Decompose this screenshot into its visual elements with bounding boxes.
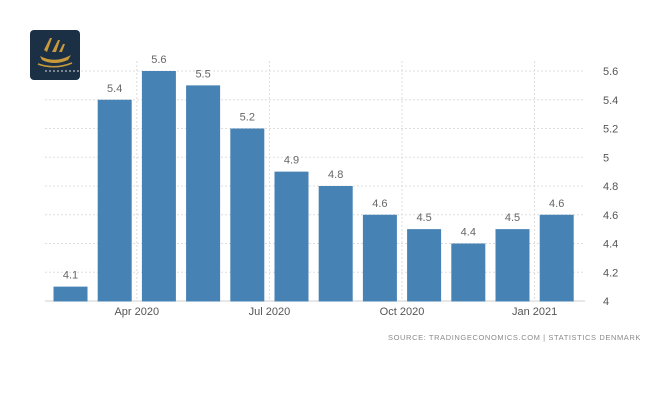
bars — [53, 71, 574, 302]
y-tick-label: 5.4 — [603, 95, 618, 107]
y-tick-label: 4 — [603, 296, 609, 308]
bar — [539, 214, 574, 302]
data-label: 5.2 — [240, 112, 255, 124]
bar — [97, 99, 132, 302]
data-labels: 4.1 5.4 5.6 5.5 5.2 4.9 4.8 4.6 4.5 4.4 4.5 4.6 — [63, 54, 564, 282]
y-tick-label: 4.4 — [603, 239, 618, 251]
source-text: SOURCE: TRADINGECONOMICS.COM | STATISTIC… — [388, 333, 642, 342]
y-tick-label: 4.8 — [603, 181, 618, 193]
logo — [30, 30, 80, 80]
data-label: 4.8 — [328, 169, 343, 181]
data-label: 4.6 — [372, 198, 387, 210]
data-label: 4.5 — [505, 212, 520, 224]
x-tick-label: Jan 2021 — [512, 306, 557, 318]
bar — [141, 71, 176, 302]
y-tick-label: 5.6 — [603, 66, 618, 78]
bar — [451, 243, 486, 302]
ship-logo-icon — [37, 38, 73, 68]
data-label: 4.1 — [63, 270, 78, 282]
bar — [318, 186, 353, 302]
data-label: 5.5 — [195, 68, 210, 80]
bar — [362, 214, 397, 302]
bar — [53, 286, 88, 302]
x-tick-label: Jul 2020 — [249, 306, 291, 318]
data-label: 4.6 — [549, 198, 564, 210]
data-label: 5.6 — [151, 54, 166, 66]
y-tick-label: 4.6 — [603, 210, 618, 222]
gridlines — [45, 61, 585, 302]
data-label: 4.4 — [461, 227, 476, 239]
data-label: 4.5 — [416, 212, 431, 224]
bar — [186, 85, 221, 302]
data-label: 5.4 — [107, 83, 122, 95]
x-tick-label: Oct 2020 — [380, 306, 425, 318]
x-axis: Apr 2020 Jul 2020 Oct 2020 Jan 2021 — [114, 306, 557, 318]
bar — [495, 229, 530, 302]
bar — [274, 171, 309, 302]
y-tick-label: 5 — [603, 152, 609, 164]
x-tick-label: Apr 2020 — [114, 306, 159, 318]
y-tick-label: 4.2 — [603, 267, 618, 279]
y-tick-label: 5.2 — [603, 124, 618, 136]
y-axis: 4 4.2 4.4 4.6 4.8 5 5.2 5.4 5.6 — [603, 66, 618, 308]
bar — [407, 229, 442, 302]
data-label: 4.9 — [284, 155, 299, 167]
bar — [230, 128, 265, 302]
